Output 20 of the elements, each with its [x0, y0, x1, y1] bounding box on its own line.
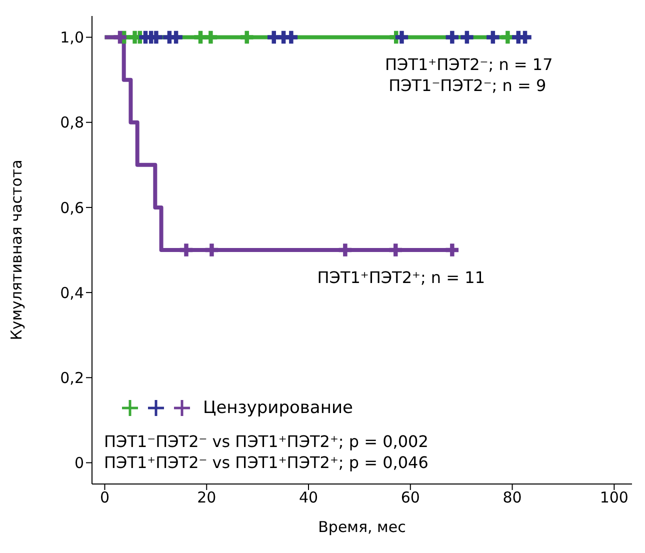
annotation: ПЭТ1⁺ПЭТ2⁺; n = 11 — [317, 268, 486, 287]
annotation: ПЭТ1⁻ПЭТ2⁻; n = 9 — [388, 76, 546, 96]
annotation: ПЭТ1⁺ПЭТ2⁻ vs ПЭТ1⁺ПЭТ2⁺; p = 0,046 — [104, 452, 428, 473]
y-axis-title: Кумулятивная частота — [7, 160, 26, 340]
annotation: ПЭТ1⁻ПЭТ2⁻ vs ПЭТ1⁺ПЭТ2⁺; p = 0,002 — [104, 431, 428, 452]
annotation: Цензурирование — [203, 398, 353, 418]
x-tick-label: 60 — [400, 488, 420, 507]
x-axis-title: Время, мес — [318, 518, 406, 536]
y-tick-label: 0 — [74, 454, 84, 472]
y-tick-label: 0,2 — [60, 368, 84, 387]
x-tick-label: 100 — [600, 488, 628, 507]
x-tick-label: 20 — [197, 488, 216, 507]
y-tick-label: 0,6 — [60, 198, 84, 217]
y-tick-label: 0,8 — [60, 114, 84, 132]
y-tick-label: 1,0 — [60, 28, 84, 47]
annotation: ПЭТ1⁺ПЭТ2⁻; n = 17 — [385, 55, 553, 74]
x-tick-label: 0 — [100, 488, 110, 507]
y-tick-label: 0,4 — [60, 284, 84, 302]
x-tick-label: 40 — [298, 488, 318, 507]
x-tick-label: 80 — [502, 488, 522, 507]
